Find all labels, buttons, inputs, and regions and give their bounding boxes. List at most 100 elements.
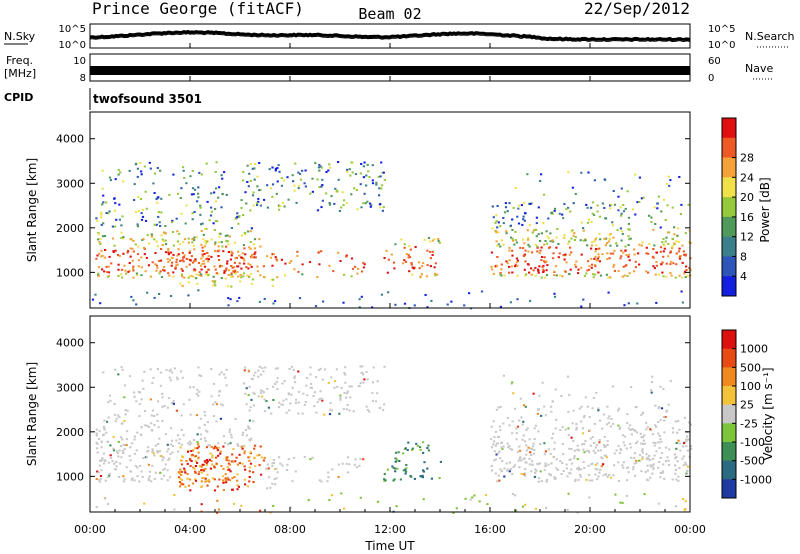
echo-cell [518,466,521,469]
echo-cell [318,369,321,371]
echo-cell [155,223,158,226]
echo-cell [186,450,190,453]
echo-cell [511,249,514,252]
power-colorbar-swatch [722,197,736,218]
echo-cell [596,210,599,213]
echo-cell [310,382,313,385]
echo-cell [114,225,117,228]
echo-cell [140,212,143,215]
echo-cell [272,458,275,461]
echo-cell [297,187,300,190]
echo-cell [511,381,514,384]
echo-cell [220,403,223,406]
echo-cell [643,434,646,437]
echo-cell [309,458,312,461]
echo-cell [402,452,405,455]
velocity-colorbar-tick: -500 [740,455,765,468]
echo-cell [242,444,245,447]
echo-cell [225,458,229,461]
echo-cell [611,224,614,227]
echo-cell [328,413,332,416]
echo-cell [147,479,150,482]
echo-cell [151,448,154,451]
echo-cell [274,256,277,259]
echo-cell [213,191,216,194]
echo-cell [95,428,98,431]
echo-cell [624,249,627,252]
echo-cell [215,456,218,459]
echo-cell [269,256,273,259]
echo-cell [605,273,608,276]
echo-cell [525,449,529,452]
echo-cell [269,187,272,190]
echo-cell [198,271,201,274]
echo-cell [136,475,139,478]
echo-cell [490,438,493,441]
echo-cell [678,247,681,250]
echo-cell [234,217,237,220]
echo-cell [132,299,135,302]
echo-cell [394,303,397,306]
echo-cell [210,210,213,213]
echo-cell [169,251,173,254]
echo-cell [138,480,141,483]
echo-cell [246,485,249,488]
echo-cell [200,223,203,226]
echo-cell [285,469,289,471]
echo-cell [612,252,615,255]
echo-cell [514,239,517,241]
echo-cell [612,422,615,425]
echo-cell [218,186,221,189]
echo-cell [362,261,365,264]
echo-cell [200,471,204,474]
echo-cell [179,446,182,449]
echo-cell [155,198,158,201]
echo-cell [369,202,372,205]
echo-cell [140,256,143,259]
echo-cell [168,259,171,262]
echo-cell [153,424,156,426]
velocity-colorbar-tick: -100 [740,436,765,449]
echo-cell [593,442,596,444]
echo-cell [383,473,386,476]
echo-cell [241,252,244,255]
echo-cell [511,493,514,495]
echo-cell [626,466,629,469]
echo-cell [98,480,101,483]
echo-cell [191,170,194,172]
echo-cell [189,413,192,416]
echo-cell [164,243,168,246]
echo-cell [493,450,496,453]
echo-cell [523,219,526,222]
echo-cell [318,186,321,189]
echo-cell [587,221,590,224]
echo-cell [670,260,673,263]
echo-cell [549,452,552,455]
echo-cell [112,251,115,254]
echo-cell [387,258,390,261]
echo-cell [669,263,672,266]
echo-cell [598,215,602,218]
echo-cell [321,399,324,402]
echo-cell [164,433,167,436]
echo-cell [526,427,529,430]
echo-cell [230,436,233,439]
echo-cell [180,429,183,431]
echo-cell [151,409,154,412]
echo-cell [201,246,204,249]
echo-cell [609,233,612,235]
echo-cell [608,257,611,260]
echo-cell [492,272,495,275]
echo-cell [156,245,159,248]
echo-cell [510,382,513,385]
echo-cell [524,260,527,263]
echo-cell [674,472,677,475]
echo-cell [173,367,177,370]
echo-cell [510,236,513,239]
echo-cell [294,381,297,384]
echo-cell [145,256,148,259]
echo-cell [559,429,562,431]
echo-cell [213,478,216,481]
echo-cell [178,476,181,479]
echo-cell [236,443,239,446]
